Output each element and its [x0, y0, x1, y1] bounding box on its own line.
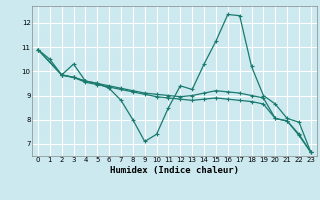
X-axis label: Humidex (Indice chaleur): Humidex (Indice chaleur): [110, 166, 239, 175]
